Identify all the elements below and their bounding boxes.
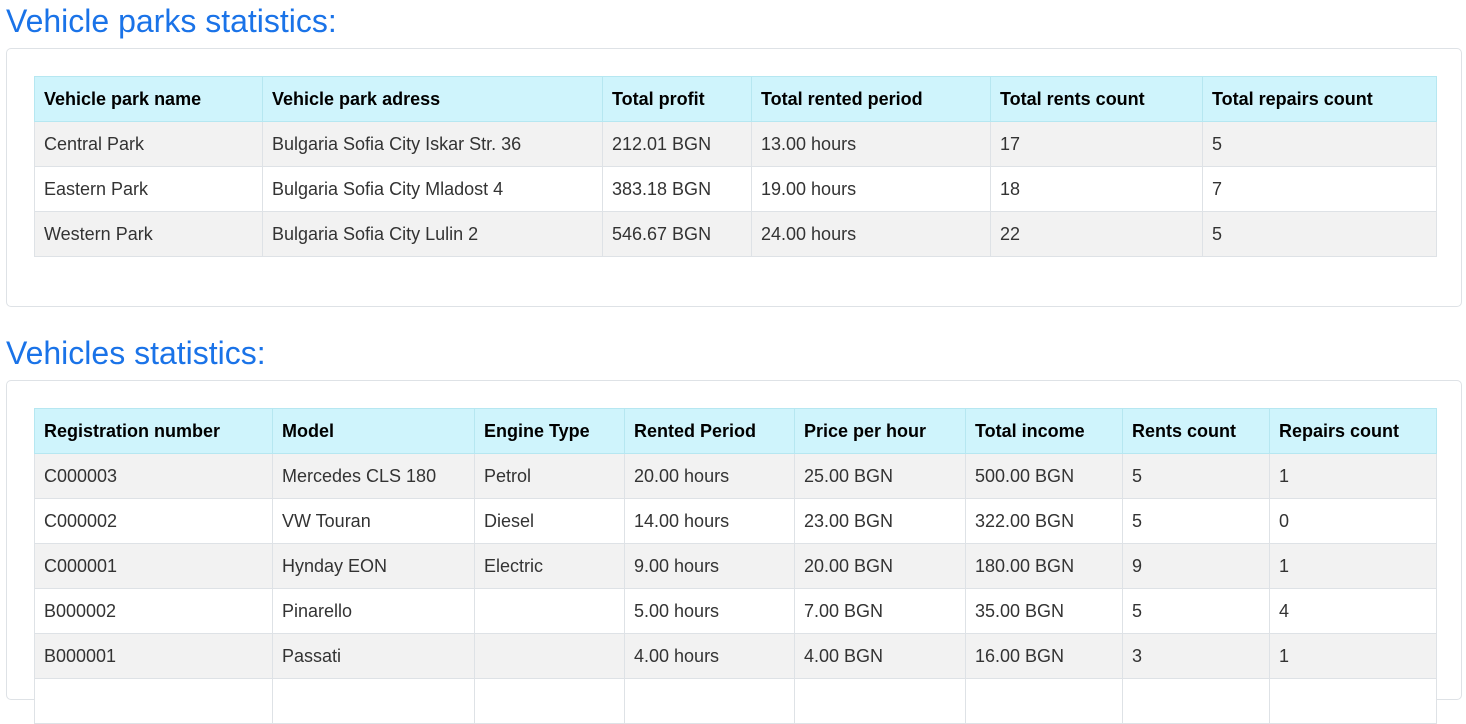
- table-cell: 5: [1122, 588, 1270, 634]
- table-cell: 9.00 hours: [624, 543, 795, 589]
- table-cell: 20.00 hours: [624, 453, 795, 499]
- vehicles-section-title: Vehicles statistics:: [6, 335, 266, 371]
- table-cell: B000001: [34, 633, 273, 679]
- vehicles-table: Registration number Model Engine Type Re…: [34, 408, 1437, 724]
- table-cell: Electric: [474, 543, 625, 589]
- table-cell: 7.00 BGN: [794, 588, 966, 634]
- table-cell: 9: [1122, 543, 1270, 589]
- table-cell: 24.00 hours: [751, 211, 991, 257]
- table-cell: 5.00 hours: [624, 588, 795, 634]
- table-cell: [794, 678, 966, 724]
- table-row: Western Park Bulgaria Sofia City Lulin 2…: [34, 211, 1437, 257]
- vehicles-card: Registration number Model Engine Type Re…: [6, 380, 1462, 724]
- table-cell: 546.67 BGN: [602, 211, 752, 257]
- parks-table: Vehicle park name Vehicle park adress To…: [34, 76, 1437, 257]
- table-cell: 180.00 BGN: [965, 543, 1123, 589]
- table-cell: [1122, 678, 1270, 724]
- table-cell: 17: [990, 121, 1203, 167]
- table-cell: 4.00 BGN: [794, 633, 966, 679]
- table-cell: 212.01 BGN: [602, 121, 752, 167]
- table-cell: Central Park: [34, 121, 263, 167]
- table-cell: [272, 678, 475, 724]
- table-cell: Bulgaria Sofia City Lulin 2: [262, 211, 603, 257]
- table-cell: 383.18 BGN: [602, 166, 752, 212]
- table-cell: [965, 678, 1123, 724]
- table-cell: 5: [1122, 453, 1270, 499]
- table-cell: Mercedes CLS 180: [272, 453, 475, 499]
- table-cell: [34, 678, 273, 724]
- vehicles-col-header: Registration number: [34, 408, 273, 454]
- table-cell: [624, 678, 795, 724]
- table-cell: 20.00 BGN: [794, 543, 966, 589]
- table-cell: [474, 633, 625, 679]
- table-cell: 25.00 BGN: [794, 453, 966, 499]
- vehicles-col-header: Price per hour: [794, 408, 966, 454]
- parks-col-header: Vehicle park name: [34, 76, 263, 122]
- table-cell: Bulgaria Sofia City Iskar Str. 36: [262, 121, 603, 167]
- table-cell: VW Touran: [272, 498, 475, 544]
- table-cell: 3: [1122, 633, 1270, 679]
- parks-col-header: Total rented period: [751, 76, 991, 122]
- table-cell: Hynday EON: [272, 543, 475, 589]
- table-cell: C000002: [34, 498, 273, 544]
- table-cell: Passati: [272, 633, 475, 679]
- table-row: C000001 Hynday EON Electric 9.00 hours 2…: [34, 543, 1437, 589]
- table-row: B000001 Passati 4.00 hours 4.00 BGN 16.0…: [34, 633, 1437, 679]
- table-cell: Eastern Park: [34, 166, 263, 212]
- table-cell: B000002: [34, 588, 273, 634]
- table-cell: [474, 678, 625, 724]
- table-cell: Petrol: [474, 453, 625, 499]
- table-cell: 4.00 hours: [624, 633, 795, 679]
- table-cell: 19.00 hours: [751, 166, 991, 212]
- table-cell: 1: [1269, 543, 1437, 589]
- table-cell: 5: [1122, 498, 1270, 544]
- table-cell: 35.00 BGN: [965, 588, 1123, 634]
- table-cell: C000001: [34, 543, 273, 589]
- table-cell: Bulgaria Sofia City Mladost 4: [262, 166, 603, 212]
- table-cell: Diesel: [474, 498, 625, 544]
- vehicles-col-header: Rents count: [1122, 408, 1270, 454]
- table-row: C000002 VW Touran Diesel 14.00 hours 23.…: [34, 498, 1437, 544]
- table-cell: 4: [1269, 588, 1437, 634]
- vehicles-col-header: Repairs count: [1269, 408, 1437, 454]
- table-cell: 14.00 hours: [624, 498, 795, 544]
- table-cell: 500.00 BGN: [965, 453, 1123, 499]
- table-row: Eastern Park Bulgaria Sofia City Mladost…: [34, 166, 1437, 212]
- table-cell: 5: [1202, 121, 1437, 167]
- table-cell: [1269, 678, 1437, 724]
- table-cell: 16.00 BGN: [965, 633, 1123, 679]
- table-cell: 7: [1202, 166, 1437, 212]
- vehicles-table-header-row: Registration number Model Engine Type Re…: [34, 408, 1437, 454]
- table-cell: C000003: [34, 453, 273, 499]
- table-row: C000003 Mercedes CLS 180 Petrol 20.00 ho…: [34, 453, 1437, 499]
- parks-card: Vehicle park name Vehicle park adress To…: [6, 48, 1462, 307]
- vehicles-col-header: Rented Period: [624, 408, 795, 454]
- parks-section-title: Vehicle parks statistics:: [6, 3, 337, 39]
- table-cell: 0: [1269, 498, 1437, 544]
- table-row: Central Park Bulgaria Sofia City Iskar S…: [34, 121, 1437, 167]
- parks-table-header-row: Vehicle park name Vehicle park adress To…: [34, 76, 1437, 122]
- parks-col-header: Total rents count: [990, 76, 1203, 122]
- table-cell: 1: [1269, 453, 1437, 499]
- parks-col-header: Total profit: [602, 76, 752, 122]
- vehicles-col-header: Total income: [965, 408, 1123, 454]
- table-row: B000002 Pinarello 5.00 hours 7.00 BGN 35…: [34, 588, 1437, 634]
- parks-col-header: Vehicle park adress: [262, 76, 603, 122]
- table-cell: 23.00 BGN: [794, 498, 966, 544]
- parks-col-header: Total repairs count: [1202, 76, 1437, 122]
- table-cell: Western Park: [34, 211, 263, 257]
- table-cell: 18: [990, 166, 1203, 212]
- vehicles-col-header: Engine Type: [474, 408, 625, 454]
- table-row: [34, 678, 1437, 724]
- table-cell: 22: [990, 211, 1203, 257]
- table-cell: 5: [1202, 211, 1437, 257]
- table-cell: 13.00 hours: [751, 121, 991, 167]
- table-cell: 322.00 BGN: [965, 498, 1123, 544]
- table-cell: Pinarello: [272, 588, 475, 634]
- table-cell: 1: [1269, 633, 1437, 679]
- vehicles-col-header: Model: [272, 408, 475, 454]
- table-cell: [474, 588, 625, 634]
